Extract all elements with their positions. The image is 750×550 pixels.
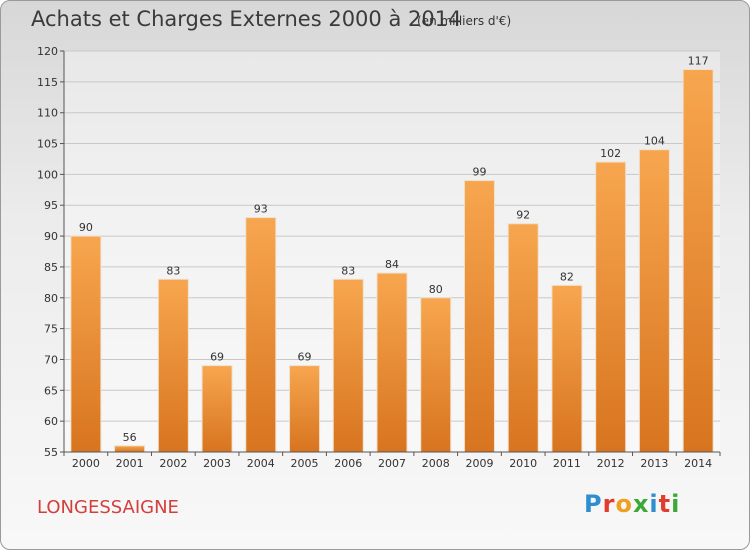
x-tick-label: 2008: [422, 457, 450, 470]
logo-letter: o: [615, 490, 633, 518]
x-tick-label: 2004: [247, 457, 275, 470]
logo-letter: P: [584, 490, 603, 518]
bar-value-label: 69: [210, 351, 224, 364]
y-tick-label: 90: [44, 230, 58, 243]
bar: [682, 69, 714, 453]
bar-value-label: 90: [79, 221, 93, 234]
bar-value-label: 83: [166, 264, 180, 277]
logo-letter: i: [649, 490, 659, 518]
logo-letter: x: [632, 490, 650, 518]
x-tick-label: 2012: [597, 457, 625, 470]
x-tick-label: 2010: [509, 457, 537, 470]
bar-value-label: 80: [429, 283, 443, 296]
bar: [289, 365, 321, 453]
x-tick-label: 2002: [159, 457, 187, 470]
bar: [420, 297, 452, 453]
bar-value-label: 83: [341, 264, 355, 277]
x-tick-label: 2001: [116, 457, 144, 470]
bar: [114, 445, 146, 453]
x-tick-label: 2007: [378, 457, 406, 470]
bar-value-label: 82: [560, 270, 574, 283]
bar-value-label: 104: [644, 135, 665, 148]
y-tick-label: 55: [44, 446, 58, 459]
bar: [595, 161, 627, 453]
bar: [201, 365, 233, 453]
x-tick-label: 2006: [334, 457, 362, 470]
x-tick-label: 2013: [640, 457, 668, 470]
bar: [376, 272, 408, 453]
logo-letter: r: [602, 490, 616, 518]
proxiti-logo: Proxiti: [584, 490, 680, 518]
x-tick-label: 2014: [684, 457, 712, 470]
y-tick-label: 110: [37, 107, 58, 120]
y-tick-label: 95: [44, 199, 58, 212]
y-tick-label: 80: [44, 292, 58, 305]
logo-letter: t: [658, 490, 672, 518]
unit-note: (en milliers d'€): [417, 14, 512, 28]
y-tick-label: 100: [37, 168, 58, 181]
y-tick-label: 70: [44, 353, 58, 366]
bar-value-label: 84: [385, 258, 399, 271]
bar: [507, 223, 539, 453]
bar-value-label: 92: [516, 209, 530, 222]
y-tick-label: 105: [37, 138, 58, 151]
bar: [157, 278, 189, 453]
y-tick-label: 120: [37, 45, 58, 58]
bar-value-label: 102: [600, 147, 621, 160]
bar: [551, 284, 583, 453]
bar: [245, 217, 277, 453]
y-tick-label: 85: [44, 261, 58, 274]
x-tick-label: 2009: [465, 457, 493, 470]
x-tick-label: 2011: [553, 457, 581, 470]
y-tick-label: 75: [44, 323, 58, 336]
bar: [463, 180, 495, 453]
labels: 55 60 65 70 75 80 85 90 95 100 105 110 115 120 90 2000 5…: [37, 45, 712, 470]
bar-value-label: 117: [688, 55, 709, 68]
x-tick-label: 2003: [203, 457, 231, 470]
bar-value-label: 69: [298, 351, 312, 364]
bar: [70, 235, 102, 453]
bar: [332, 278, 364, 453]
bar: [638, 149, 670, 453]
bar-value-label: 93: [254, 203, 268, 216]
x-tick-label: 2000: [72, 457, 100, 470]
logo-letter: i: [671, 490, 681, 518]
y-tick-label: 60: [44, 415, 58, 428]
y-tick-label: 65: [44, 384, 58, 397]
commune-name: LONGESSAIGNE: [37, 497, 179, 518]
chart-title: Achats et Charges Externes 2000 à 2014: [31, 7, 462, 31]
bars: [70, 69, 714, 453]
bar-value-label: 56: [123, 431, 137, 444]
y-tick-label: 115: [37, 76, 58, 89]
x-tick-label: 2005: [291, 457, 319, 470]
bar-value-label: 99: [472, 166, 486, 179]
axes: [60, 50, 721, 456]
